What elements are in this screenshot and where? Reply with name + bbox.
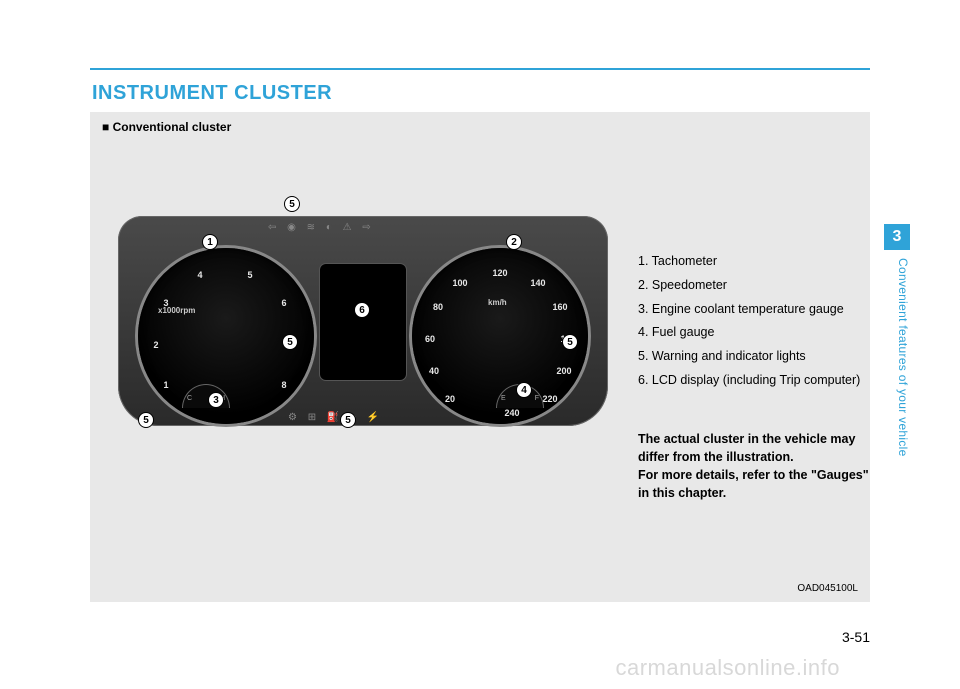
callout-2: 2 xyxy=(506,234,522,250)
callout-3: 3 xyxy=(208,392,224,408)
tach-tick: 8 xyxy=(272,380,296,390)
callout-1: 1 xyxy=(202,234,218,250)
speedo-tick: 160 xyxy=(548,302,572,312)
figure-panel: ■ Conventional cluster ⇦ ◉ ≋ ◐ ⚠ ⇨ x1000… xyxy=(90,112,870,602)
chapter-tab: 3 xyxy=(884,224,910,250)
speedo-tick: 80 xyxy=(426,302,450,312)
callout-5e: 5 xyxy=(340,412,356,428)
temp-low-label: C xyxy=(187,395,192,402)
callout-5b: 5 xyxy=(282,334,298,350)
instrument-cluster-diagram: ⇦ ◉ ≋ ◐ ⚠ ⇨ x1000rpm 1 2 3 4 5 6 7 8 km/… xyxy=(118,196,608,436)
figure-subtitle: ■ Conventional cluster xyxy=(102,120,231,134)
speedo-tick: 140 xyxy=(526,278,550,288)
tach-tick: 2 xyxy=(144,340,168,350)
cluster-housing: ⇦ ◉ ≋ ◐ ⚠ ⇨ x1000rpm 1 2 3 4 5 6 7 8 km/… xyxy=(118,216,608,426)
watermark: carmanualsonline.info xyxy=(615,655,840,681)
callout-5a: 5 xyxy=(284,196,300,212)
speedo-tick: 60 xyxy=(418,334,442,344)
header-rule xyxy=(90,68,870,70)
tach-tick: 4 xyxy=(188,270,212,280)
figure-code: OAD045100L xyxy=(797,583,858,594)
callout-5c: 5 xyxy=(562,334,578,350)
speedo-tick: 100 xyxy=(448,278,472,288)
speedo-tick: 200 xyxy=(552,366,576,376)
tach-tick: 3 xyxy=(154,298,178,308)
speedo-tick: 240 xyxy=(500,408,524,418)
speedo-tick: 120 xyxy=(488,268,512,278)
lcd-display xyxy=(320,264,406,380)
speedo-tick: 20 xyxy=(438,394,462,404)
chapter-side-label: Convenient features of your vehicle xyxy=(884,258,910,518)
page-number: 3-51 xyxy=(842,629,870,645)
fuel-full-label: F xyxy=(535,395,539,402)
speedo-unit: km/h xyxy=(488,298,507,307)
callout-6: 6 xyxy=(354,302,370,318)
fuel-empty-label: E xyxy=(501,395,506,402)
tach-tick: 6 xyxy=(272,298,296,308)
callout-5d: 5 xyxy=(138,412,154,428)
speedo-tick: 40 xyxy=(422,366,446,376)
callout-4: 4 xyxy=(516,382,532,398)
tach-tick: 5 xyxy=(238,270,262,280)
warning-lights-top-icon: ⇦ ◉ ≋ ◐ ⚠ ⇨ xyxy=(268,222,375,233)
tach-tick: 1 xyxy=(154,380,178,390)
page-title: INSTRUMENT CLUSTER xyxy=(92,82,332,105)
warning-lights-bottom-icon: ⚙ ⊞ ⛽ ◌ ⚡ xyxy=(288,412,383,423)
